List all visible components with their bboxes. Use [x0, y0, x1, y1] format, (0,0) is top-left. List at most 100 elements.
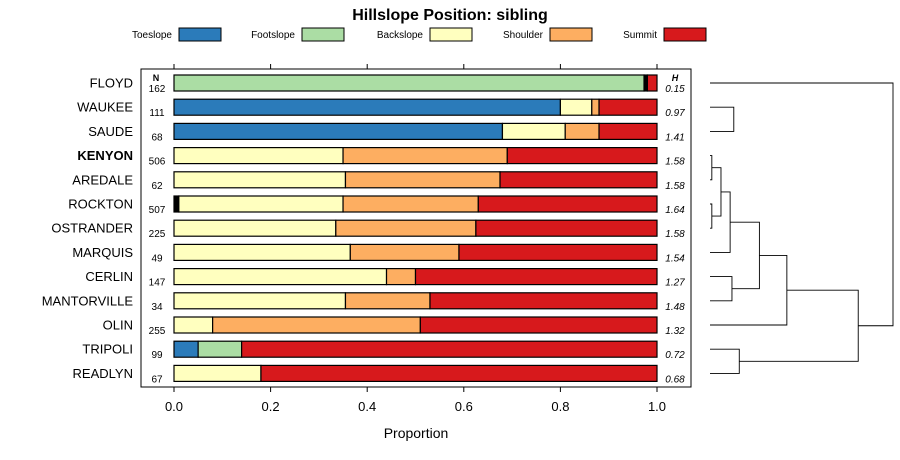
bar-segment-footslope — [197, 340, 243, 358]
chart-title: Hillslope Position: sibling — [352, 7, 548, 24]
x-tick-label: 0.4 — [358, 399, 376, 414]
row-label: FLOYD — [90, 76, 133, 91]
bar-segment-backslope — [501, 122, 566, 141]
row-n-value: 67 — [151, 374, 163, 385]
row-saude: SAUDE 68 1.41 — [88, 122, 685, 143]
row-label: TRIPOLI — [82, 342, 133, 357]
bar-segment-unknown — [173, 195, 180, 213]
row-label: MARQUIS — [72, 245, 133, 260]
bar-segment-summit — [506, 147, 658, 165]
row-floyd: FLOYD 162 0.15 — [90, 74, 685, 95]
bar-segment-summit — [241, 340, 658, 358]
bar-segment-shoulder — [342, 195, 479, 213]
dendrogram-branch — [710, 203, 713, 229]
row-label: KENYON — [77, 148, 133, 163]
bar-segment-backslope — [173, 268, 388, 286]
dendrogram-branch — [710, 348, 740, 374]
bar-segment-backslope — [173, 219, 337, 237]
row-n-value: 68 — [151, 132, 163, 143]
row-n-value: 62 — [151, 181, 163, 192]
bar-segment-shoulder — [335, 219, 477, 237]
bar-segment-summit — [646, 74, 658, 92]
legend-label-summit: Summit — [623, 30, 657, 41]
bar-segment-shoulder — [212, 316, 421, 334]
row-h-value: 1.58 — [665, 157, 685, 168]
legend-label-shoulder: Shoulder — [503, 30, 544, 41]
row-h-value: 1.27 — [665, 278, 685, 289]
bar-segment-footslope — [173, 74, 645, 92]
plot-frame — [140, 68, 692, 388]
row-mantorville: MANTORVILLE 34 1.48 — [42, 292, 685, 313]
row-n-value: 506 — [149, 157, 166, 168]
x-tick-label: 0.6 — [455, 399, 473, 414]
row-cerlin: CERLIN 147 1.27 — [85, 268, 685, 289]
legend: Toeslope Footslope Backslope Shoulder Summit — [132, 27, 707, 42]
row-aredale: AREDALE 62 1.58 — [72, 171, 685, 192]
bar-segment-shoulder — [344, 292, 431, 310]
row-h-value: 0.15 — [665, 84, 685, 95]
row-label: AREDALE — [72, 172, 133, 187]
bar-segment-summit — [475, 219, 658, 237]
legend-label-backslope: Backslope — [377, 30, 424, 41]
n-column-header: N — [153, 73, 160, 83]
dendrogram-branch — [710, 155, 713, 181]
legend-label-toeslope: Toeslope — [132, 30, 172, 41]
row-n-value: 162 — [149, 84, 166, 95]
x-axis: 0.0 0.2 0.4 0.6 0.8 1.0 — [165, 64, 666, 414]
bar-segment-shoulder — [591, 98, 600, 116]
dendrogram-branch — [710, 106, 735, 132]
bar-segment-backslope — [178, 195, 344, 213]
dendrogram-branch — [730, 221, 760, 290]
row-ostrander: OSTRANDER 225 1.58 — [51, 219, 685, 240]
row-olin: OLIN 255 1.32 — [103, 316, 685, 337]
dendrogram-branch — [710, 191, 731, 253]
row-h-value: 0.97 — [665, 108, 685, 119]
legend-swatch-footslope — [301, 27, 345, 42]
rows: FLOYD 162 0.15 WAUKEE 111 0.97 SAUDE 68 1.41 KENY… — [42, 74, 685, 385]
bar-segment-summit — [477, 195, 658, 213]
legend-swatch-toeslope — [178, 27, 222, 42]
x-axis-label: Proportion — [384, 425, 449, 441]
legend-swatch-summit — [663, 27, 707, 42]
h-column-header: H — [672, 73, 679, 83]
x-tick-label: 1.0 — [648, 399, 666, 414]
bar-segment-summit — [260, 364, 658, 382]
row-h-value: 0.72 — [665, 350, 685, 361]
row-label: OLIN — [103, 318, 133, 333]
bar-segment-toeslope — [173, 98, 561, 116]
bar-segment-summit — [598, 122, 658, 141]
row-h-value: 1.54 — [665, 253, 685, 264]
dendrogram-branch — [711, 167, 722, 217]
bar-segment-toeslope — [173, 340, 199, 358]
row-n-value: 507 — [149, 205, 166, 216]
bar-segment-shoulder — [344, 171, 501, 189]
dendrogram — [710, 82, 894, 374]
row-h-value: 1.58 — [665, 229, 685, 240]
row-n-value: 34 — [151, 302, 163, 313]
row-n-value: 99 — [151, 350, 163, 361]
bar-segment-summit — [458, 243, 658, 261]
row-h-value: 1.64 — [665, 205, 685, 216]
bar-segment-shoulder — [342, 147, 508, 165]
bar-segment-summit — [429, 292, 658, 310]
x-tick-label: 0.0 — [165, 399, 183, 414]
dendrogram-branch — [710, 276, 733, 302]
row-n-value: 225 — [149, 229, 166, 240]
row-kenyon: KENYON 506 1.58 — [77, 147, 685, 168]
row-waukee: WAUKEE 111 0.97 — [77, 98, 685, 119]
bar-segment-summit — [414, 268, 658, 286]
dendrogram-branch — [710, 82, 894, 327]
row-tripoli: TRIPOLI 99 0.72 — [82, 340, 685, 361]
x-tick-label: 0.2 — [262, 399, 280, 414]
legend-swatch-backslope — [429, 27, 473, 42]
row-label: OSTRANDER — [51, 221, 133, 236]
bar-segment-backslope — [173, 243, 351, 261]
row-readlyn: READLYN 67 0.68 — [73, 364, 685, 385]
row-label: ROCKTON — [68, 197, 133, 212]
row-n-value: 111 — [149, 108, 165, 119]
bar-segment-backslope — [173, 147, 344, 165]
row-h-value: 1.58 — [665, 181, 685, 192]
row-n-value: 255 — [149, 326, 166, 337]
row-label: CERLIN — [85, 269, 133, 284]
